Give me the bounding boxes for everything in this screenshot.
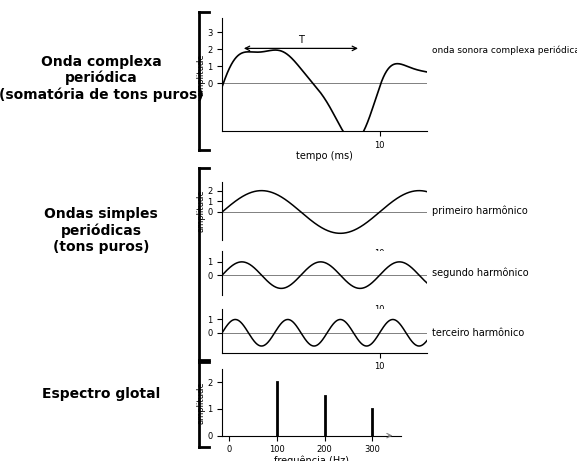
Text: segundo harmônico: segundo harmônico <box>432 267 528 278</box>
Y-axis label: amplitude: amplitude <box>197 189 206 232</box>
Y-axis label: amplitude: amplitude <box>197 53 205 96</box>
X-axis label: tempo (ms): tempo (ms) <box>296 373 353 383</box>
Text: Espectro glotal: Espectro glotal <box>42 387 160 401</box>
X-axis label: tempo (ms): tempo (ms) <box>296 152 353 161</box>
Text: onda sonora complexa periódica: onda sonora complexa periódica <box>432 45 577 54</box>
Text: Ondas simples
periódicas
(tons puros): Ondas simples periódicas (tons puros) <box>44 207 158 254</box>
Text: T: T <box>298 35 304 45</box>
X-axis label: frequência (Hz): frequência (Hz) <box>274 456 349 461</box>
Text: Onda complexa
periódica
(somatória de tons puros): Onda complexa periódica (somatória de to… <box>0 54 203 102</box>
Text: primeiro harmônico: primeiro harmônico <box>432 206 527 216</box>
Text: terceiro harmônico: terceiro harmônico <box>432 328 524 338</box>
Y-axis label: amplitude: amplitude <box>197 381 206 424</box>
